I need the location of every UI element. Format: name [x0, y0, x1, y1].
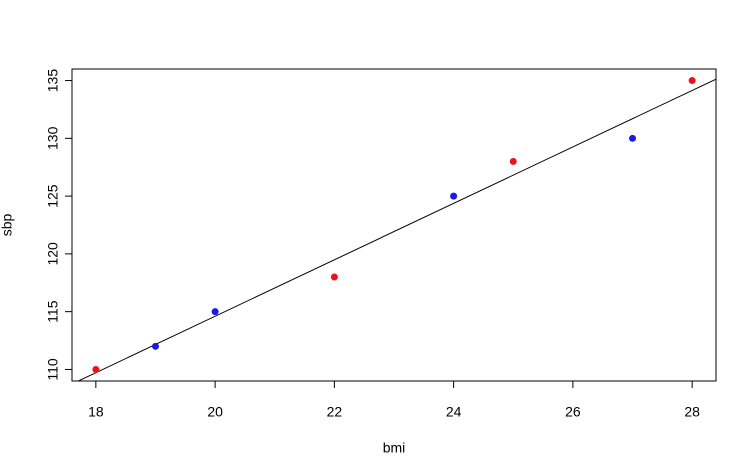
- x-tick-label: 26: [565, 404, 581, 420]
- y-tick-label: 110: [45, 358, 61, 381]
- x-tick-label: 20: [207, 404, 223, 420]
- x-tick-label: 28: [684, 404, 700, 420]
- x-tick-label: 22: [327, 404, 343, 420]
- regression-line: [77, 78, 716, 381]
- y-axis-label: sbp: [0, 214, 15, 237]
- point: [330, 273, 338, 281]
- point: [211, 308, 219, 316]
- point: [450, 192, 458, 200]
- y-tick-label: 115: [45, 300, 61, 323]
- x-tick-label: 18: [88, 404, 104, 420]
- point: [151, 342, 159, 350]
- y-tick-label: 135: [45, 69, 61, 93]
- plot-frame: [71, 68, 717, 382]
- y-tick-label: 130: [45, 126, 61, 150]
- point: [92, 365, 100, 373]
- x-tick-label: 24: [446, 404, 462, 420]
- point: [688, 77, 696, 85]
- y-tick-label: 120: [45, 242, 61, 266]
- point: [629, 134, 637, 142]
- point: [509, 157, 517, 165]
- x-axis-label: bmi: [383, 440, 406, 456]
- y-tick-label: 125: [45, 184, 61, 208]
